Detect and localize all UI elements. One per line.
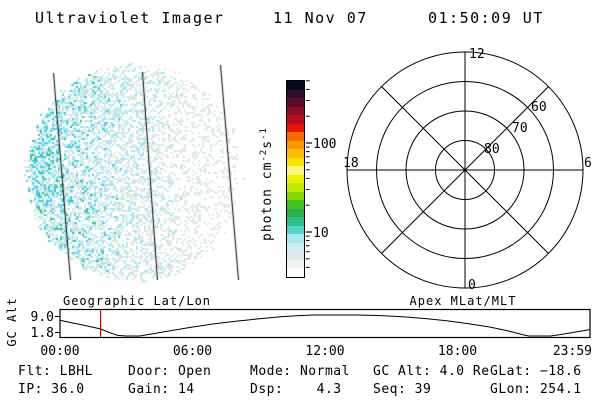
colorbar-band: [287, 191, 304, 201]
polar-mlt-0: 0: [468, 278, 476, 293]
polar-mlat-60: 60: [531, 100, 547, 115]
colorbar-band: [287, 217, 304, 226]
colorbar-band: [287, 81, 304, 90]
status-seq: Seq: 39: [373, 382, 432, 397]
colorbar-band: [287, 225, 304, 235]
xtick-0000: 00:00: [40, 344, 79, 359]
colorbar-band: [287, 208, 304, 218]
colorbar-band: [287, 140, 304, 150]
status-ip: IP: 36.0: [18, 382, 85, 397]
polar-grid: [346, 51, 584, 289]
ytick-1.8: 1.8: [31, 326, 54, 341]
colorbar-band: [287, 149, 304, 158]
status-glon: GLon: 254.1: [490, 382, 582, 397]
colorbar-band: [287, 157, 304, 167]
colorbar-band: [287, 132, 304, 141]
colorbar-ticks: [306, 80, 312, 268]
polar-mlt-6: 6: [584, 156, 592, 171]
colorbar-band: [287, 183, 304, 192]
status-filter: Flt: LBHL: [18, 364, 93, 379]
apex-caption: Apex MLat/MLT: [409, 294, 517, 308]
orbit-panel-frame: [59, 308, 591, 339]
colorbar-band: [287, 200, 304, 209]
colorbar-band: [287, 251, 304, 260]
polar-mlt-12: 12: [469, 47, 485, 62]
status-gain: Gain: 14: [128, 382, 195, 397]
geographic-caption: Geographic Lat/Lon: [62, 294, 212, 308]
colorbar-tick-100: 100: [313, 137, 336, 152]
image-time-ut: 01:50:09 UT: [428, 9, 544, 27]
colorbar-band: [287, 234, 304, 243]
status-dsp: Dsp: 4.3: [250, 382, 342, 397]
colorbar-band: [287, 166, 304, 175]
colorbar-band: [287, 242, 304, 252]
status-glat: GLat: −18.6: [490, 364, 582, 379]
ytick-9.0: 9.0: [31, 310, 54, 325]
colorbar-band: [287, 89, 304, 99]
xtick-2359: 23:59: [553, 344, 592, 359]
polar-mlt-18: 18: [343, 156, 359, 171]
polar-mlat-80: 80: [484, 142, 500, 157]
status-door: Door: Open: [128, 364, 212, 379]
colorbar-band: [287, 115, 304, 124]
orbit-ylabel: GC Alt: [5, 297, 19, 347]
orbit-panel: [55, 308, 591, 339]
status-mode: Mode: Normal: [250, 364, 350, 379]
xtick-1800: 18:00: [438, 344, 477, 359]
polar-mlat-70: 70: [512, 121, 528, 136]
image-date: 11 Nov 07: [273, 9, 368, 27]
status-gc-alt: GC Alt: 4.0 Re: [373, 364, 490, 379]
colorbar-band: [287, 259, 304, 269]
colorbar-band: [287, 106, 304, 116]
colorbar-band: [287, 174, 304, 184]
colorbar-tick-10: 10: [313, 226, 329, 241]
colorbar-band: [287, 123, 304, 133]
colorbar-band: [287, 98, 304, 107]
xtick-1200: 12:00: [305, 344, 344, 359]
app-title: Ultraviolet Imager: [35, 9, 225, 27]
uv-image-disk: [20, 52, 250, 292]
colorbar-band: [287, 268, 304, 277]
xtick-0600: 06:00: [173, 344, 212, 359]
polar-spoke-nw-se: [381, 86, 549, 254]
colorbar: [286, 80, 305, 278]
orbit-altitude-curve: [59, 314, 590, 337]
